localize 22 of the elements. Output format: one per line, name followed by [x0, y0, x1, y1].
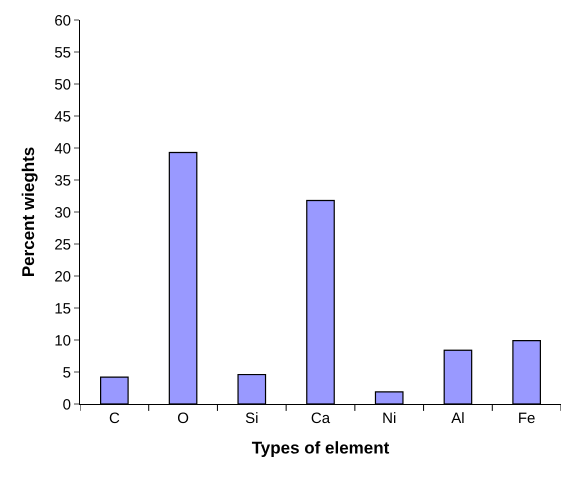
y-tick-label: 55	[54, 44, 71, 62]
y-tick-label: 45	[54, 108, 71, 126]
y-tick-label: 50	[54, 76, 71, 94]
y-tick-label: 25	[54, 236, 71, 254]
x-tick-label: O	[177, 410, 189, 427]
x-tick-label: Al	[451, 410, 465, 427]
y-tick-label: 35	[54, 172, 71, 190]
x-tick-label: Ni	[382, 410, 396, 427]
y-tick-label: 30	[54, 204, 71, 222]
y-tick-label: 15	[54, 300, 71, 318]
x-axis-title: Types of element	[252, 438, 390, 458]
y-tick-label: 5	[62, 364, 71, 382]
y-tick-label: 20	[54, 268, 71, 286]
y-tick-label: 10	[54, 332, 71, 350]
x-tick-label: Fe	[518, 410, 536, 427]
y-tick-label: 0	[62, 396, 71, 414]
y-tick-label: 60	[54, 12, 71, 30]
x-tick-label: Ca	[310, 410, 331, 427]
y-axis-title: Percent wieghts	[18, 146, 38, 278]
x-tick-label: Si	[245, 410, 258, 427]
y-tick-label: 40	[54, 140, 71, 158]
x-tick-label: C	[108, 410, 120, 427]
